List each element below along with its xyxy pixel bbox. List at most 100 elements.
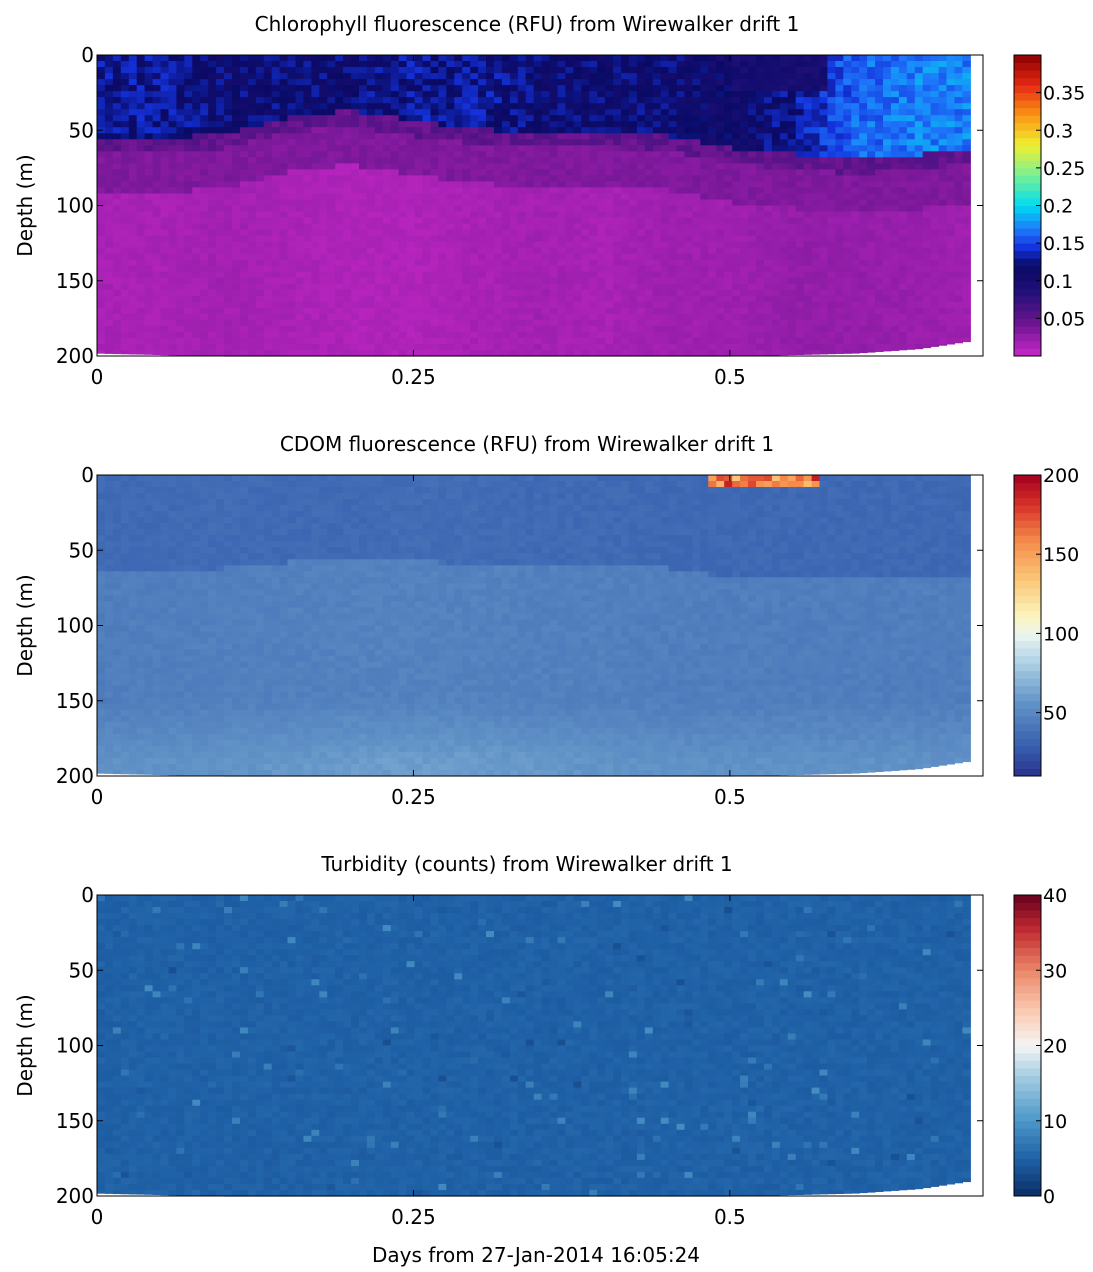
heatmap-cell [311, 313, 320, 321]
heatmap-cell [851, 193, 860, 201]
heatmap-cell [422, 145, 431, 152]
heatmap-cell [200, 187, 209, 194]
heatmap-cell [597, 199, 606, 207]
heatmap-cell [549, 350, 559, 357]
heatmap-cell [136, 79, 146, 86]
heatmap-cell [327, 259, 336, 267]
heatmap-cell [732, 217, 741, 225]
heatmap-cell [287, 139, 296, 146]
heatmap-cell [343, 127, 352, 134]
heatmap-cell [104, 307, 114, 315]
heatmap-cell [97, 163, 106, 170]
heatmap-cell [271, 85, 281, 92]
heatmap-cell [589, 217, 598, 225]
heatmap-cell [152, 163, 162, 170]
heatmap-cell [652, 73, 662, 80]
heatmap-cell [724, 157, 733, 164]
heatmap-cell [247, 127, 257, 134]
heatmap-cell [795, 115, 805, 122]
heatmap-cell [200, 337, 209, 345]
heatmap-cell [668, 337, 678, 345]
heatmap-cell [224, 331, 233, 339]
heatmap-cell [200, 151, 209, 158]
heatmap-cell [779, 265, 789, 273]
heatmap-cell [636, 344, 646, 351]
heatmap-cell [176, 73, 185, 80]
heatmap-cell [144, 55, 154, 62]
heatmap-cell [136, 331, 146, 339]
heatmap-cell [684, 67, 693, 74]
heatmap-cell [359, 295, 368, 303]
heatmap-cell [748, 133, 757, 140]
heatmap-cell [168, 325, 177, 333]
heatmap-cell [509, 181, 519, 188]
heatmap-cell [160, 337, 169, 345]
heatmap-cell [748, 175, 757, 182]
heatmap-cell [883, 319, 892, 327]
heatmap-cell [414, 133, 424, 140]
heatmap-cell [795, 187, 805, 194]
heatmap-cell [239, 301, 249, 309]
heatmap-cell [565, 319, 574, 327]
heatmap-cell [319, 115, 328, 122]
heatmap-cell [668, 217, 678, 225]
heatmap-cell [517, 79, 527, 86]
heatmap-cell [160, 229, 169, 237]
heatmap-cell [501, 133, 511, 140]
heatmap-cell [446, 127, 455, 134]
heatmap-cell [779, 67, 789, 74]
heatmap-cell [247, 211, 257, 219]
heatmap-cell [501, 217, 511, 225]
heatmap-cell [406, 91, 416, 98]
heatmap-cell [192, 169, 201, 176]
heatmap-cell [160, 133, 169, 140]
heatmap-cell [287, 169, 296, 176]
heatmap-cell [152, 253, 162, 261]
heatmap-cell [668, 85, 678, 92]
heatmap-cell [446, 211, 455, 219]
heatmap-cell [676, 325, 686, 333]
heatmap-cell [176, 97, 185, 104]
heatmap-cell [470, 193, 479, 201]
heatmap-cell [200, 181, 209, 188]
heatmap-cell [509, 229, 519, 237]
heatmap-cell [827, 217, 836, 225]
heatmap-cell [287, 301, 296, 309]
heatmap-cell [470, 283, 479, 291]
heatmap-cell [232, 235, 241, 243]
heatmap-cell [644, 295, 654, 303]
heatmap-cell [351, 181, 360, 188]
heatmap-cell [621, 193, 630, 201]
heatmap-cell [176, 265, 185, 273]
heatmap-cell [192, 175, 201, 182]
heatmap-cell [597, 217, 606, 225]
heatmap-cell [748, 121, 757, 128]
heatmap-cell [176, 193, 185, 201]
heatmap-cell [589, 175, 598, 182]
heatmap-cell [382, 205, 392, 213]
heatmap-cell [589, 187, 598, 194]
heatmap-cell [343, 85, 352, 92]
heatmap-cell [216, 265, 225, 273]
heatmap-cell [478, 121, 487, 128]
heatmap-cell [517, 350, 527, 357]
heatmap-cell [533, 151, 543, 158]
heatmap-cell [366, 61, 376, 68]
heatmap-cell [97, 265, 106, 273]
heatmap-cell [771, 253, 781, 261]
heatmap-cell [97, 247, 106, 255]
heatmap-cell [541, 187, 551, 194]
heatmap-cell [748, 205, 757, 213]
heatmap-cell [676, 175, 686, 182]
heatmap-cell [374, 181, 384, 188]
heatmap-cell [406, 205, 416, 213]
heatmap-cell [517, 157, 527, 164]
heatmap-cell [652, 313, 662, 321]
heatmap-cell [652, 325, 662, 333]
heatmap-cell [494, 151, 503, 158]
heatmap-cell [319, 283, 328, 291]
heatmap-cell [184, 295, 193, 303]
heatmap-cell [160, 115, 169, 122]
heatmap-cell [851, 277, 860, 285]
heatmap-cell [136, 115, 146, 122]
